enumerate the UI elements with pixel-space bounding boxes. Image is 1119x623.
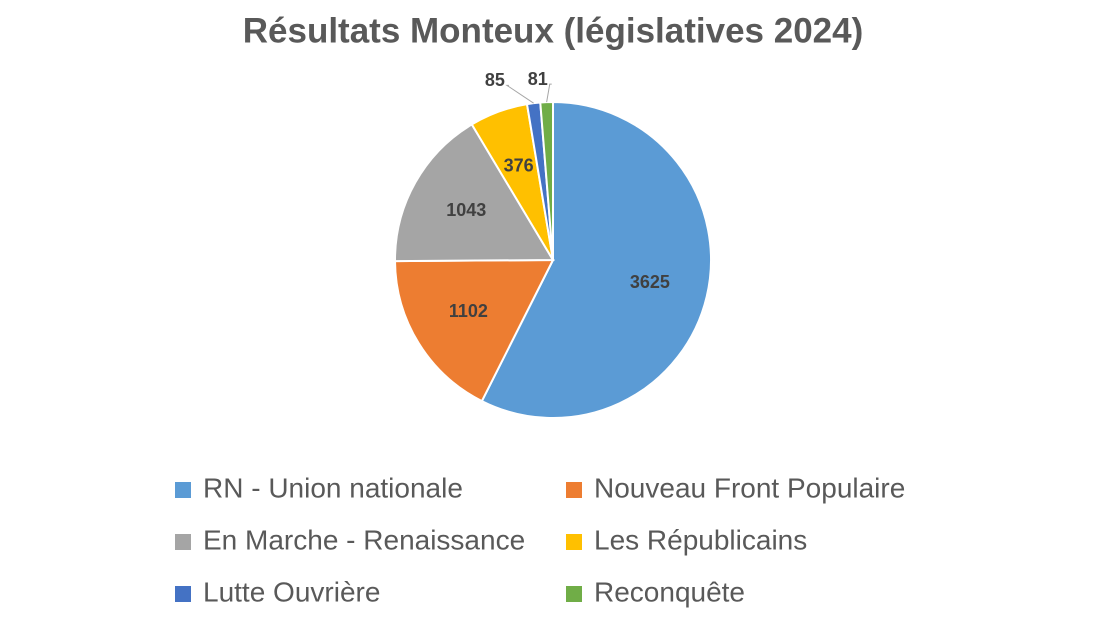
legend-swatch: [175, 482, 191, 498]
pie-slice: [393, 258, 555, 403]
legend-label: Les Républicains: [594, 524, 807, 555]
legend-swatch: [566, 586, 582, 602]
legend-label: Lutte Ouvrière: [203, 576, 380, 607]
legend-swatch: [175, 586, 191, 602]
data-label: 1043: [446, 200, 486, 220]
leader-line: [546, 83, 552, 103]
legend-swatch: [566, 482, 582, 498]
pie-slice: [480, 100, 712, 419]
data-label: 1102: [449, 301, 488, 321]
legend-swatch: [175, 534, 191, 550]
pie-slice: [394, 123, 555, 263]
legend-label: Reconquête: [594, 576, 745, 607]
data-label: 376: [504, 155, 534, 175]
data-label: 3625: [630, 272, 670, 292]
legend-label: RN - Union nationale: [203, 472, 463, 503]
data-label: 85: [485, 70, 505, 90]
leader-line: [505, 84, 534, 104]
legend-label: En Marche - Renaissance: [203, 524, 525, 555]
data-label: 81: [528, 69, 548, 89]
legend-swatch: [566, 534, 582, 550]
chart-title: Résultats Monteux (législatives 2024): [243, 11, 864, 50]
legend-label: Nouveau Front Populaire: [594, 472, 905, 503]
